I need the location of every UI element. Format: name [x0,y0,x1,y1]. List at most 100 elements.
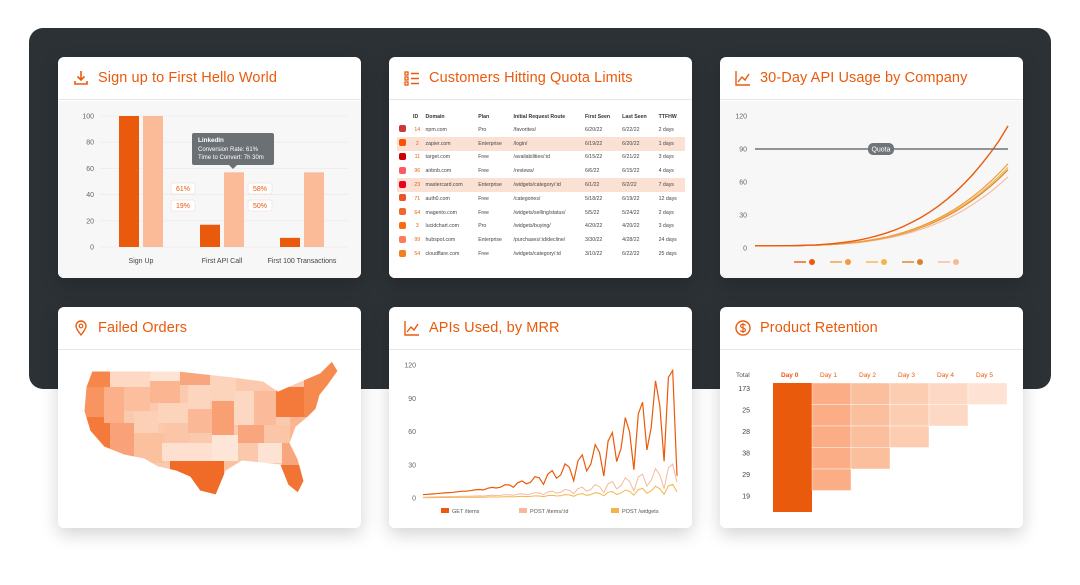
column-header[interactable]: First Seen [584,114,611,120]
card-title: 30-Day API Usage by Company [760,70,968,86]
cell-id: 14 [414,126,421,133]
cell-id: 2 [411,136,424,151]
day-column-header: Day 3 [898,372,915,379]
table-row[interactable]: 11 target.com Free/availabilities/:id 6/15/… [397,151,685,165]
cohort-cell [773,447,812,469]
cohort-total: 29 [742,472,750,479]
y-tick-label: 120 [404,363,416,370]
legend-label: POST /widgets [622,509,659,515]
cell-domain: mastercard.com [423,178,477,192]
cell-plan: Free [478,209,489,216]
company-logo-cell [397,247,411,261]
y-tick-label: 20 [86,218,94,225]
cohort-cell [773,383,812,405]
cell-first-seen: 3/30/22 [584,237,603,244]
download-icon [74,71,88,85]
cohort-cell [850,382,891,405]
cell-first-seen: 6/6/22 [584,168,600,175]
quota-table: ID Domain Plan Initial Request Route First S… [397,111,685,261]
cohort-cell [889,404,930,427]
mrr-series-line [422,463,678,498]
cell-domain: lucidchart.com [425,223,459,230]
cell-first-seen: 6/15/22 [584,154,603,161]
location-pin-icon [75,320,87,337]
magento-logo-icon [399,208,406,216]
api-usage-card: 30-Day API Usage by Company 120 90 60 30 0 Qu… [720,57,1023,278]
card-title: Failed Orders [98,320,188,336]
cell-route: /reviews/ [513,168,534,175]
zapier-logo-icon [399,139,406,147]
cell-first-seen: 6/20/22 [584,126,603,133]
cell-route: /widgets/buying/ [513,223,551,230]
column-header[interactable]: Initial Request Route [513,114,566,120]
company-logo-cell [397,220,411,234]
cohort-total: 25 [742,408,750,415]
cell-id: 3 [415,223,419,230]
table-row[interactable]: 2 zapier.com Enterprise/login/6/19/22 6/20/… [397,136,685,151]
cell-route: /widgets/selling/status/ [513,209,566,216]
table-row[interactable]: 71 auth0.com Free/categories/5/18/22 6/19/2… [397,192,685,206]
api-usage-line-chart: 120 90 60 30 0 Quota [735,114,1009,265]
cohort-cell [928,404,969,427]
cohort-total: 173 [738,386,750,393]
table-row[interactable]: 54 cloudflare.com Free/widgets/category/:i… [397,247,685,261]
table-row[interactable]: 96 airbnb.com Free/reviews/6/6/22 6/15/22 4 … [397,164,685,178]
table-row[interactable]: 3 lucidchart.com Pro/widgets/buying/4/20/2… [397,220,685,234]
tooltip-line: Time to Convert: 7h 30m [198,155,264,161]
column-header[interactable]: Plan [478,114,490,120]
cohort-cell [811,404,852,427]
table-row[interactable]: 14 npm.com Pro/favorites/6/20/22 6/22/22 2 d… [397,123,685,137]
cell-ttfhw: 24 days [658,237,677,244]
product-retention-card: Product Retention Total Day 0 Day 1 Day 2 Da… [720,307,1023,528]
table-row[interactable]: 99 hubspot.com Enterprise/purchases/:id/de… [397,233,685,247]
signup-funnel-card: Sign up to First Hello World 100 80 60 40 20… [58,57,361,278]
cell-route: /widgets/category/:id [511,178,583,192]
cohort-cell [773,490,812,512]
cell-last-seen: 4/28/22 [622,237,640,244]
y-tick-label: 30 [739,213,747,220]
quota-label-bg [868,143,894,155]
cell-domain: npm.com [425,126,447,133]
cell-id: 71 [414,195,421,202]
cell-domain: hubspot.com [425,237,456,244]
card-header: Sign up to First Hello World [58,57,361,100]
company-logo-cell [397,136,412,151]
company-logo-cell [397,164,411,178]
tooltip-bg [192,133,274,165]
npm-logo-icon [399,125,406,133]
table-row[interactable]: 23 mastercard.com Enterprise/widgets/categ… [397,178,685,192]
cell-id: 99 [414,237,421,244]
data-label: 50% [247,199,273,212]
table-row[interactable]: 64 magento.com Free/widgets/selling/status… [397,206,685,220]
day-column-header: Day 5 [976,372,993,379]
data-label-bg [170,199,196,212]
column-header[interactable]: Last Seen [622,114,647,120]
x-tick-label: First 100 Transactions [268,258,337,265]
cell-plan: Free [478,168,489,175]
card-header: Customers Hitting Quota Limits [389,57,692,100]
cohort-cell [811,382,852,405]
y-tick-label: 30 [408,462,416,469]
legend-label: GET /items [452,509,480,515]
cell-route: /login/ [511,136,583,151]
us-choropleth-map [83,360,339,496]
cell-route: /purchases/:id/decline/ [513,237,566,244]
company-logo-cell [397,206,411,220]
column-header[interactable]: TTFHW [658,114,677,120]
quota-label: Quota [871,147,890,154]
bar-series-a [280,237,300,247]
cell-last-seen: 4/20/22 [622,223,640,230]
card-title: APIs Used, by MRR [429,320,560,336]
y-tick-label: 90 [408,396,416,403]
cell-route: /availabilities/:id [513,154,550,161]
cell-last-seen: 6/20/22 [620,136,657,151]
data-label-bg [247,182,273,195]
cell-plan: Free [478,195,489,202]
cell-domain: cloudflare.com [425,251,460,258]
column-header[interactable]: ID [413,114,419,120]
x-tick-label: First API Call [202,258,243,265]
cohort-total: 38 [742,451,750,458]
cell-id: 54 [414,251,421,258]
column-header[interactable]: Domain [425,114,445,120]
y-tick-label: 100 [82,114,94,121]
